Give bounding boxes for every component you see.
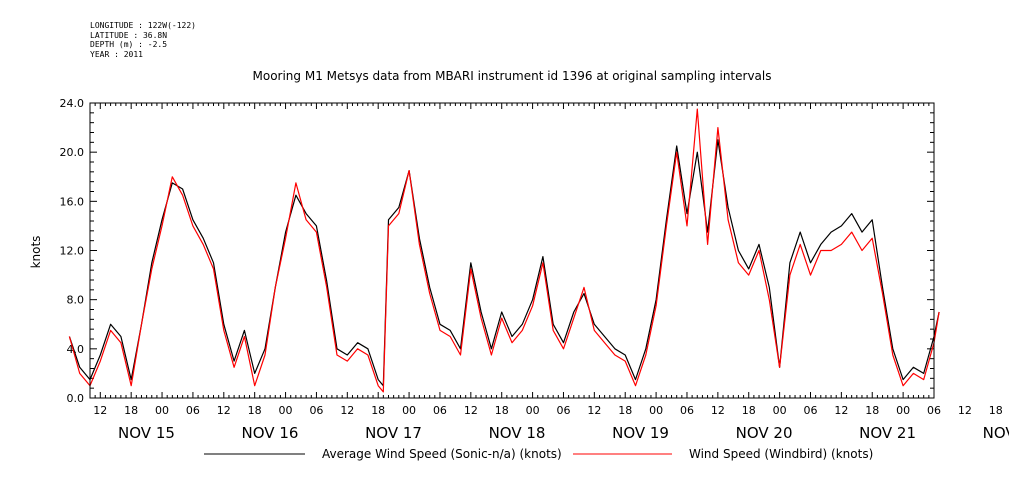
x-hour-label: 00 (402, 404, 416, 417)
longitude-label: LONGITUDE : 122W(-122) (90, 21, 196, 30)
x-hour-label: 06 (309, 404, 323, 417)
x-hour-label: 12 (464, 404, 478, 417)
y-axis-label: knots (29, 236, 43, 269)
series-layer (68, 108, 940, 393)
x-hour-label: 18 (618, 404, 632, 417)
x-hour-label: 12 (217, 404, 231, 417)
year-label: YEAR : 2011 (90, 49, 143, 59)
x-hour-label: 18 (989, 404, 1003, 417)
x-hour-label: 18 (865, 404, 879, 417)
x-day-label: NOV 16 (242, 424, 299, 442)
latitude-label: LATITUDE : 36.8N (90, 30, 168, 40)
x-axis-ticks: 12 18 00 06 12 18 00 06 12 18 00 06 12 18 00 06 12 18 00 06… (93, 103, 1009, 442)
y-tick-label: 20.0 (60, 146, 85, 159)
x-hour-label: 00 (773, 404, 787, 417)
y-tick-label: 0.0 (67, 392, 85, 405)
x-day-label: NOV 22 (983, 424, 1009, 442)
x-hour-label: 06 (433, 404, 447, 417)
x-hour-label: 00 (279, 404, 293, 417)
metadata-block: LONGITUDE : 122W(-122) LATITUDE : 36.8N … (90, 21, 196, 59)
y-tick-label: 24.0 (60, 97, 85, 110)
depth-label: DEPTH (m) : -2.5 (90, 40, 168, 49)
x-hour-label: 18 (495, 404, 509, 417)
x-day-label: NOV 17 (365, 424, 422, 442)
y-tick-label: 4.0 (67, 343, 85, 356)
x-hour-label: 06 (803, 404, 817, 417)
x-hour-label: 00 (896, 404, 910, 417)
y-tick-label: 8.0 (67, 294, 85, 307)
x-day-label: NOV 21 (859, 424, 916, 442)
legend-label-windbird: Wind Speed (Windbird) (knots) (689, 447, 873, 461)
x-hour-label: 06 (556, 404, 570, 417)
x-hour-label: 18 (124, 404, 138, 417)
plot-frame (89, 102, 935, 399)
x-hour-label: 12 (587, 404, 601, 417)
x-hour-label: 00 (649, 404, 663, 417)
y-axis-ticks: 0.0 4.0 8.0 12.0 16.0 20.0 24.0 (60, 97, 934, 405)
x-hour-label: 06 (927, 404, 941, 417)
x-hour-label: 06 (680, 404, 694, 417)
series-windbird-wind-speed (68, 108, 940, 393)
x-hour-label: 18 (248, 404, 262, 417)
x-hour-label: 12 (958, 404, 972, 417)
x-hour-label: 18 (742, 404, 756, 417)
x-hour-label: 12 (711, 404, 725, 417)
x-hour-label: 18 (371, 404, 385, 417)
legend: Average Wind Speed (Sonic-n/a) (knots) W… (204, 447, 873, 461)
x-hour-label: 06 (186, 404, 200, 417)
x-day-label: NOV 20 (736, 424, 793, 442)
legend-label-average: Average Wind Speed (Sonic-n/a) (knots) (322, 447, 562, 461)
x-hour-label: 12 (340, 404, 354, 417)
series-average-wind-speed (68, 139, 940, 387)
x-day-label: NOV 15 (118, 424, 175, 442)
x-hour-label: 00 (155, 404, 169, 417)
x-hour-label: 12 (93, 404, 107, 417)
x-day-label: NOV 18 (489, 424, 546, 442)
y-tick-label: 16.0 (60, 195, 85, 208)
x-hour-label: 12 (834, 404, 848, 417)
x-hour-label: 00 (526, 404, 540, 417)
chart-title: Mooring M1 Metsys data from MBARI instru… (253, 69, 772, 83)
y-tick-label: 12.0 (60, 245, 85, 258)
x-day-label: NOV 19 (612, 424, 669, 442)
